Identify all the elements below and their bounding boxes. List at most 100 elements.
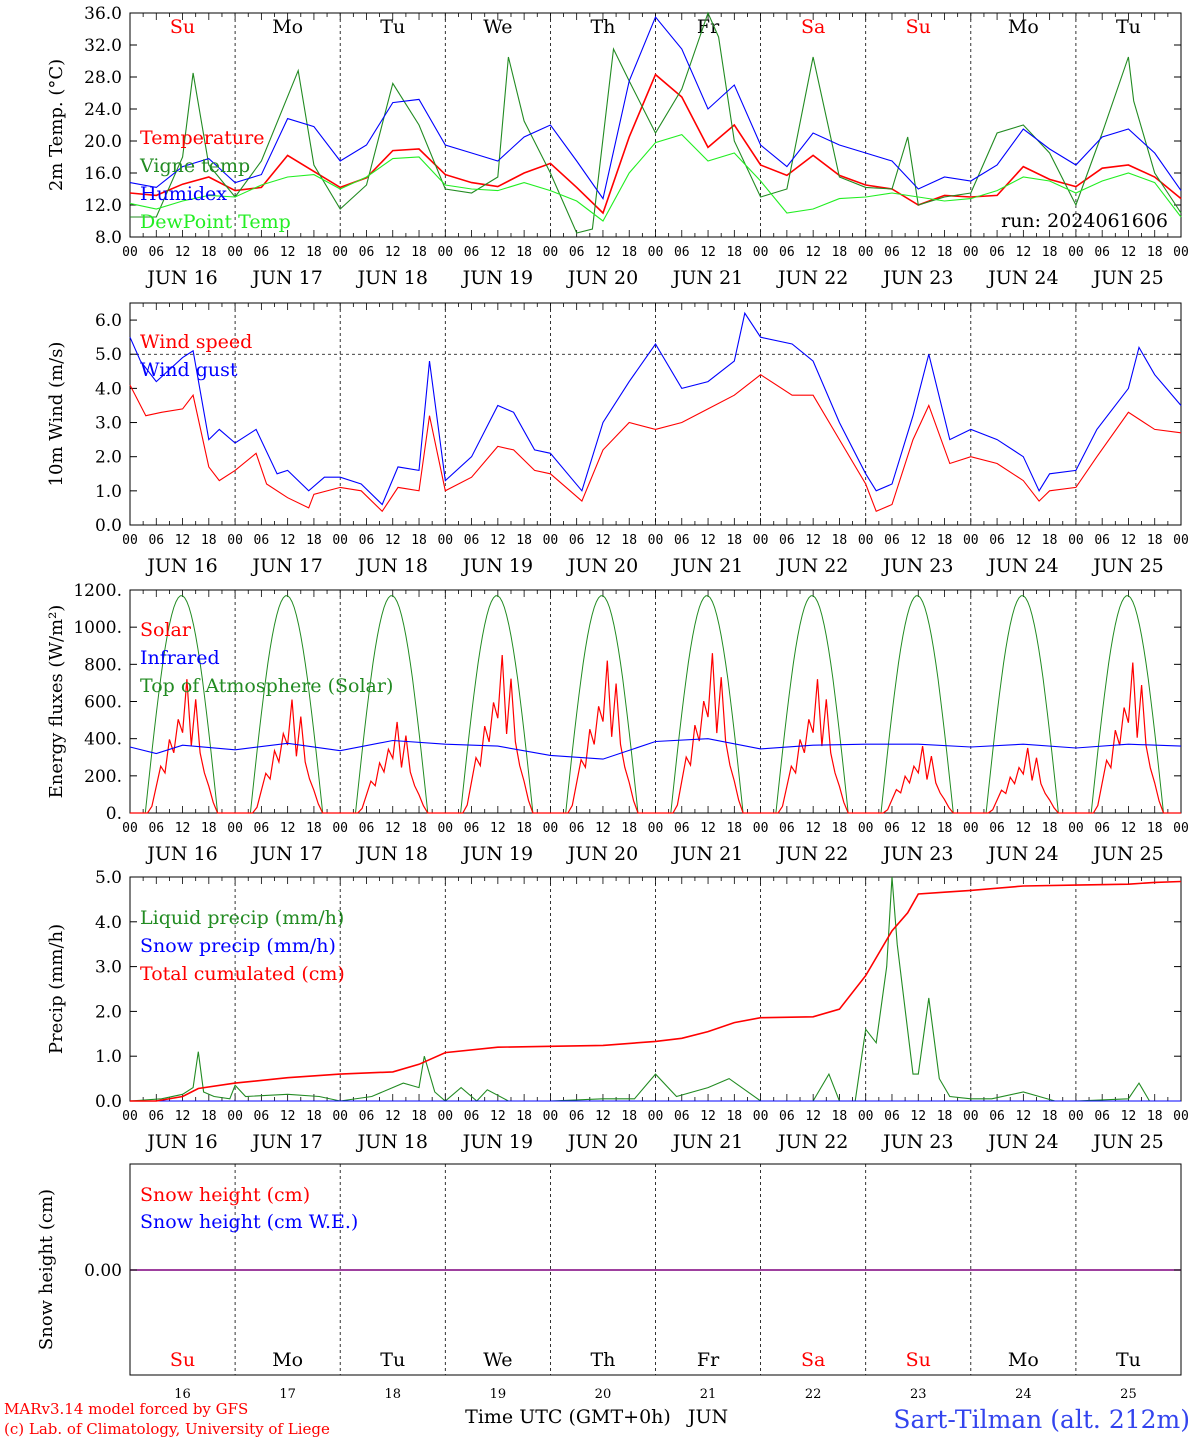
- date-label: JUN 21: [671, 555, 743, 577]
- date-label: JUN 17: [250, 555, 322, 577]
- day-number: 22: [805, 1387, 822, 1402]
- hour-label: 12: [700, 821, 716, 836]
- legend-entry: Top of Atmosphere (Solar): [140, 675, 393, 697]
- hour-label: 00: [963, 245, 979, 260]
- y-tick-label: 1.0: [95, 1047, 122, 1067]
- weekday-label: Mo: [1008, 16, 1039, 38]
- date-label: JUN 20: [566, 843, 638, 865]
- date-label: JUN 19: [461, 267, 533, 289]
- legend-entry: Snow height (cm W.E.): [140, 1211, 358, 1233]
- y-tick-label: 0.0: [95, 1092, 122, 1112]
- hour-label: 18: [516, 533, 532, 548]
- hour-label: 12: [910, 533, 926, 548]
- y-tick-label: 20.0: [84, 132, 122, 152]
- hour-label: 12: [385, 533, 401, 548]
- date-label: JUN 20: [566, 1131, 638, 1153]
- y-tick-label: 1.0: [95, 482, 122, 502]
- hour-label: 18: [937, 533, 953, 548]
- hour-label: 00: [963, 821, 979, 836]
- hour-label: 06: [569, 245, 585, 260]
- panel-frame: [129, 589, 1182, 814]
- hour-label: 12: [700, 1109, 716, 1124]
- hour-label: 18: [726, 1109, 742, 1124]
- hour-label: 12: [805, 245, 821, 260]
- hour-label: 12: [490, 245, 506, 260]
- date-label: JUN 16: [145, 267, 217, 289]
- date-label: JUN 21: [671, 843, 743, 865]
- hour-label: 06: [779, 821, 795, 836]
- hour-label: 06: [148, 821, 164, 836]
- legend-entry: Total cumulated (cm): [140, 963, 345, 985]
- hour-label: 18: [621, 533, 637, 548]
- hour-label: 18: [1042, 245, 1058, 260]
- hour-label: 18: [411, 821, 427, 836]
- y-axis-label: Precip (mm/h): [46, 924, 67, 1054]
- y-tick-label: 4.0: [95, 913, 122, 933]
- hour-label: 06: [359, 1109, 375, 1124]
- hour-label: 12: [175, 1109, 191, 1124]
- day-number: 23: [910, 1387, 927, 1402]
- series-line-infrared: [129, 738, 1182, 760]
- hour-label: 00: [332, 245, 348, 260]
- date-label: JUN 16: [145, 1131, 217, 1153]
- hour-label: 06: [464, 1109, 480, 1124]
- hour-label: 18: [411, 245, 427, 260]
- run-label: run: 2024061606: [1001, 210, 1168, 232]
- hour-label: 06: [884, 1109, 900, 1124]
- hour-label: 12: [700, 245, 716, 260]
- weekday-label: Tu: [380, 16, 405, 38]
- hour-label: 18: [516, 245, 532, 260]
- hour-label: 00: [858, 1109, 874, 1124]
- date-label: JUN 25: [1091, 267, 1163, 289]
- weekday-label: Su: [170, 1349, 195, 1371]
- date-label: JUN 23: [881, 1131, 953, 1153]
- weekday-label: Su: [906, 16, 931, 38]
- hour-label: 06: [148, 533, 164, 548]
- hour-label: 06: [989, 245, 1005, 260]
- date-label: JUN 25: [1091, 555, 1163, 577]
- date-label: JUN 16: [145, 555, 217, 577]
- hour-label: 12: [700, 533, 716, 548]
- y-tick-label: 32.0: [84, 36, 122, 56]
- hour-label: 00: [753, 821, 769, 836]
- credit-line: MARv3.14 model forced by GFS: [4, 1400, 248, 1418]
- x-axis-month: JUN: [686, 1406, 728, 1428]
- weekday-label: We: [483, 1349, 512, 1371]
- day-number: 19: [490, 1387, 507, 1402]
- hour-label: 06: [569, 821, 585, 836]
- legend-entry: Wind gust: [140, 359, 238, 381]
- date-label: JUN 19: [461, 555, 533, 577]
- day-number: 17: [279, 1387, 296, 1402]
- hour-label: 12: [280, 533, 296, 548]
- date-label: JUN 17: [250, 843, 322, 865]
- hour-label: 06: [254, 245, 270, 260]
- weekday-label: Sa: [801, 16, 825, 38]
- y-tick-label: 5.0: [95, 868, 122, 888]
- y-tick-label: 200.: [84, 767, 122, 787]
- date-label: JUN 24: [986, 1131, 1058, 1153]
- day-number: 21: [700, 1387, 717, 1402]
- hour-label: 12: [1016, 1109, 1032, 1124]
- date-label: JUN 23: [881, 555, 953, 577]
- date-label: JUN 25: [1091, 1131, 1163, 1153]
- weekday-label: Mo: [272, 16, 303, 38]
- hour-label: 18: [306, 1109, 322, 1124]
- date-label: JUN 22: [776, 843, 848, 865]
- hour-label: 18: [1147, 245, 1163, 260]
- legend-entry: Wind speed: [140, 331, 252, 353]
- weekday-label: Tu: [380, 1349, 405, 1371]
- hour-label: 12: [385, 245, 401, 260]
- weekday-label: Th: [590, 16, 615, 38]
- hour-label: 00: [437, 821, 453, 836]
- y-tick-label: 400.: [84, 730, 122, 750]
- hour-label: 00: [1068, 245, 1084, 260]
- hour-label: 06: [779, 1109, 795, 1124]
- y-tick-label: 16.0: [84, 164, 122, 184]
- hour-label: 00: [227, 821, 243, 836]
- weekday-label: Sa: [801, 1349, 825, 1371]
- hour-label: 12: [175, 245, 191, 260]
- y-tick-label: 28.0: [84, 68, 122, 88]
- y-tick-label: 4.0: [95, 379, 122, 399]
- series-line-total-cumulated-cm-: [130, 880, 1182, 1102]
- date-label: JUN 17: [250, 1131, 322, 1153]
